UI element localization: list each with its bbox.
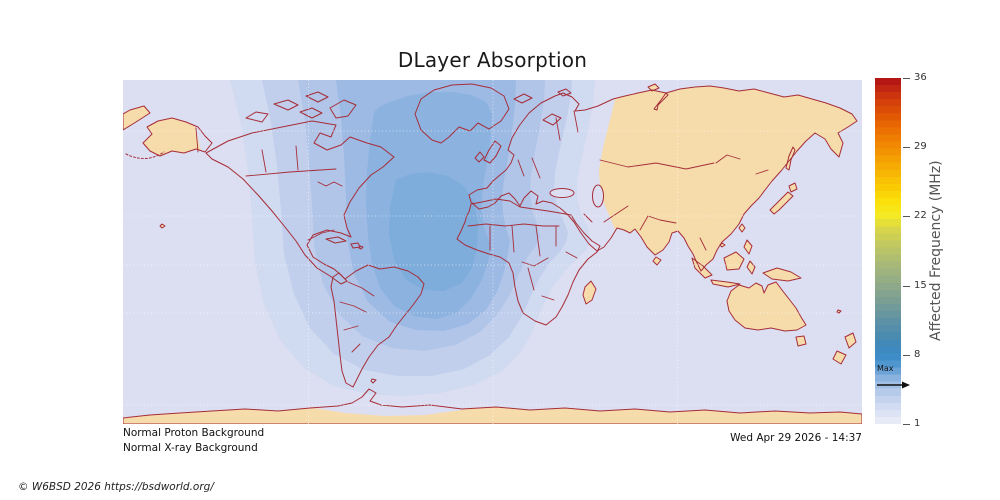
page-title: DLayer Absorption xyxy=(397,48,588,72)
caspian-sea xyxy=(592,184,604,208)
world-map xyxy=(123,80,862,424)
colorbar-tick-label: 36 xyxy=(914,72,927,83)
timestamp: Wed Apr 29 2026 - 14:37 xyxy=(730,432,862,444)
colorbar-tick-label: 1 xyxy=(914,418,921,429)
xray-status: Normal X-ray Background xyxy=(123,442,258,454)
graticule-layer xyxy=(123,80,862,424)
max-marker: Max xyxy=(876,363,912,389)
colorbar-tick xyxy=(903,78,910,79)
colorbar-tick-label: 22 xyxy=(914,210,927,222)
coastline-layer xyxy=(123,83,862,424)
max-arrow-icon xyxy=(877,381,910,389)
copyright: © W6BSD 2026 https://bsdworld.org/ xyxy=(18,481,214,493)
colorbar-tick xyxy=(903,216,910,218)
colorbar-tick-label: 15 xyxy=(914,279,927,291)
lakes-layer xyxy=(549,184,604,208)
proton-status: Normal Proton Background xyxy=(123,427,265,439)
colorbar-tick-label: 29 xyxy=(914,141,927,153)
black-sea xyxy=(549,188,575,198)
absorption-contours xyxy=(185,80,618,416)
max-marker-label: Max xyxy=(877,363,894,373)
colorbar-tick xyxy=(903,147,910,149)
colorbar-tick-label: 8 xyxy=(914,348,921,360)
colorbar-axis-label: Affected Frequency (MHz) xyxy=(928,160,944,342)
status-block: Normal Proton Background Normal X-ray Ba… xyxy=(123,426,264,456)
colorbar-tick xyxy=(903,285,910,287)
world-map-svg xyxy=(123,80,862,424)
colorbar-gradient xyxy=(875,78,901,424)
colorbar-tick xyxy=(903,354,910,356)
colorbar-tick xyxy=(903,424,910,425)
aleutian-islands xyxy=(125,151,165,159)
